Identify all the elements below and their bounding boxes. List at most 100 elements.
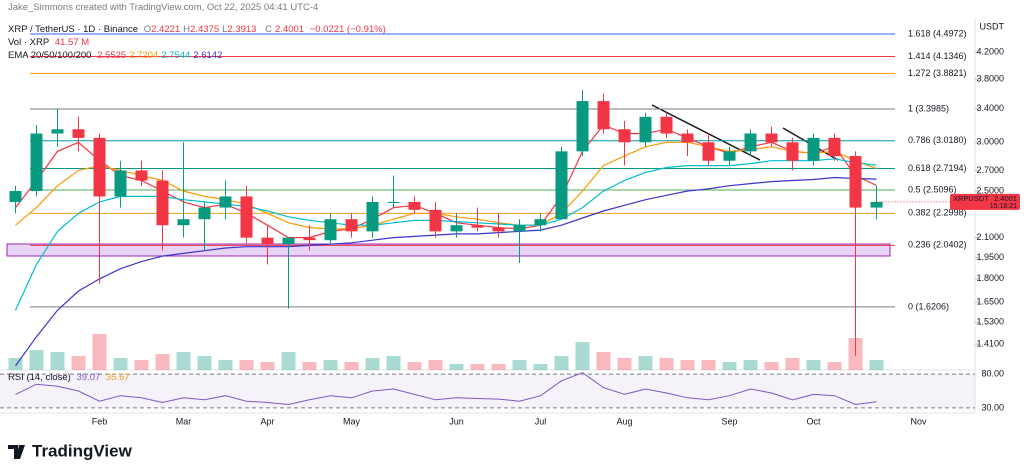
close-value: 2.4001 [274, 24, 305, 35]
candle-body [492, 227, 505, 232]
rsi-line [15, 372, 877, 406]
candle-body [639, 116, 652, 143]
fib-label: 0.5 (2.5096) [908, 184, 957, 194]
fib-label: 1.618 (4.4972) [908, 28, 967, 38]
attribution: Jake_Simmons created with TradingView.co… [8, 2, 319, 13]
candle-body [387, 201, 400, 203]
fib-label: 1.272 (3.8821) [908, 68, 967, 78]
volume-bar [533, 364, 548, 370]
volume-bar [344, 362, 359, 370]
volume-bar [701, 360, 716, 370]
candle-body [681, 133, 694, 143]
countdown: 15:18:21 [990, 203, 1017, 210]
logo: TradingView [32, 441, 133, 460]
volume-bar [806, 360, 821, 370]
rsi-tick-label: 80.00 [981, 368, 1004, 378]
candle-body [51, 129, 64, 134]
volume-bar [239, 360, 254, 370]
ohlc: O2.4221 H2.4375 L2.3913 [144, 24, 260, 35]
y-tick-label: 3.8000 [976, 73, 1004, 83]
volume-bar [554, 356, 569, 370]
volume-bar [575, 342, 590, 370]
candle-body [30, 133, 43, 192]
candle-body [618, 129, 631, 143]
rsi-ma-value: 35.67 [105, 372, 130, 383]
volume-bar [470, 364, 485, 370]
candle-body [156, 180, 169, 226]
candle-body [450, 225, 463, 232]
last-price-symbol: XRPUSDT [953, 194, 989, 203]
y-tick-label: 2.5000 [976, 185, 1004, 195]
candle-body [282, 237, 295, 245]
candle-body [660, 116, 673, 134]
ema-value: 2.7544 [161, 50, 191, 61]
volume-bar [176, 352, 191, 370]
volume-bar [386, 356, 401, 370]
y-tick-label: 1.8000 [976, 273, 1004, 283]
change: −0.0221 (−0.91%) [309, 24, 386, 35]
volume-bar [512, 360, 527, 370]
volume-bar [50, 352, 65, 370]
ema-line [15, 141, 877, 230]
fib-label: 0.786 (3.0180) [908, 135, 967, 145]
volume-bar [827, 362, 842, 370]
volume-bar [764, 362, 779, 370]
candle-body [240, 196, 253, 238]
rsi-value: 39.07 [76, 372, 101, 383]
volume-bar [29, 350, 44, 370]
volume-value: 41.57 M [54, 37, 90, 48]
candle-body [93, 137, 106, 197]
volume-bar [449, 364, 464, 370]
volume-bar [785, 358, 800, 370]
ohlc-label: L [222, 24, 228, 35]
candle-body [72, 129, 85, 138]
candle-body [114, 170, 127, 197]
ohlc-label: H [183, 24, 191, 35]
volume-bar [197, 356, 212, 370]
ema-values: 2.5525 2.7204 2.7544 2.6142 [97, 50, 225, 61]
close-label: C [265, 24, 272, 35]
price-pane [8, 33, 895, 370]
volume-bar [302, 362, 317, 370]
candle-body [723, 151, 736, 161]
x-tick-label: Oct [806, 416, 821, 426]
volume-bar [71, 356, 86, 370]
ema-value: 2.5525 [97, 50, 127, 61]
candle-body [471, 225, 484, 228]
last-price-box [950, 193, 1020, 210]
candle-body [555, 151, 568, 220]
x-tick-label: Nov [910, 416, 927, 426]
ema-line [15, 176, 877, 367]
x-tick-label: Mar [176, 416, 192, 426]
volume-bar [218, 360, 233, 370]
candle-body [198, 207, 211, 220]
candle-body [828, 137, 841, 157]
volume-bar [407, 362, 422, 370]
volume-bar [92, 334, 107, 370]
symbol: XRP / TetherUS · 1D · Binance [8, 24, 139, 35]
candle-body [702, 142, 715, 161]
candle-body [429, 209, 442, 232]
ema-value: 2.6142 [193, 50, 223, 61]
y-tick-label: 1.5300 [976, 317, 1004, 327]
y-tick-label: 1.4100 [976, 339, 1004, 349]
y-tick-label: 3.4000 [976, 103, 1004, 113]
volume-bar [260, 362, 275, 370]
y-tick-label: 4.2000 [976, 47, 1004, 57]
logo-icon [8, 445, 25, 459]
candle-body [177, 219, 190, 226]
volume-bar [113, 358, 128, 370]
x-tick-label: Jul [535, 416, 547, 426]
y-tick-label: 3.0000 [976, 137, 1004, 147]
candle-body [324, 219, 337, 241]
fib-label: 0.236 (2.0402) [908, 240, 967, 250]
candle-body [219, 196, 232, 208]
rsi-legend: RSI (14, close) 39.07 35.67 [8, 372, 133, 383]
candle-body [135, 170, 148, 181]
candle-body [786, 142, 799, 161]
ema-legend: EMA 20/50/100/200 2.5525 2.7204 2.7544 2.61… [8, 50, 228, 61]
volume-label: Vol · XRP [8, 37, 50, 48]
symbol-legend: XRP / TetherUS · 1D · Binance O2.4221 H2.… [8, 24, 389, 35]
volume-bar [428, 360, 443, 370]
